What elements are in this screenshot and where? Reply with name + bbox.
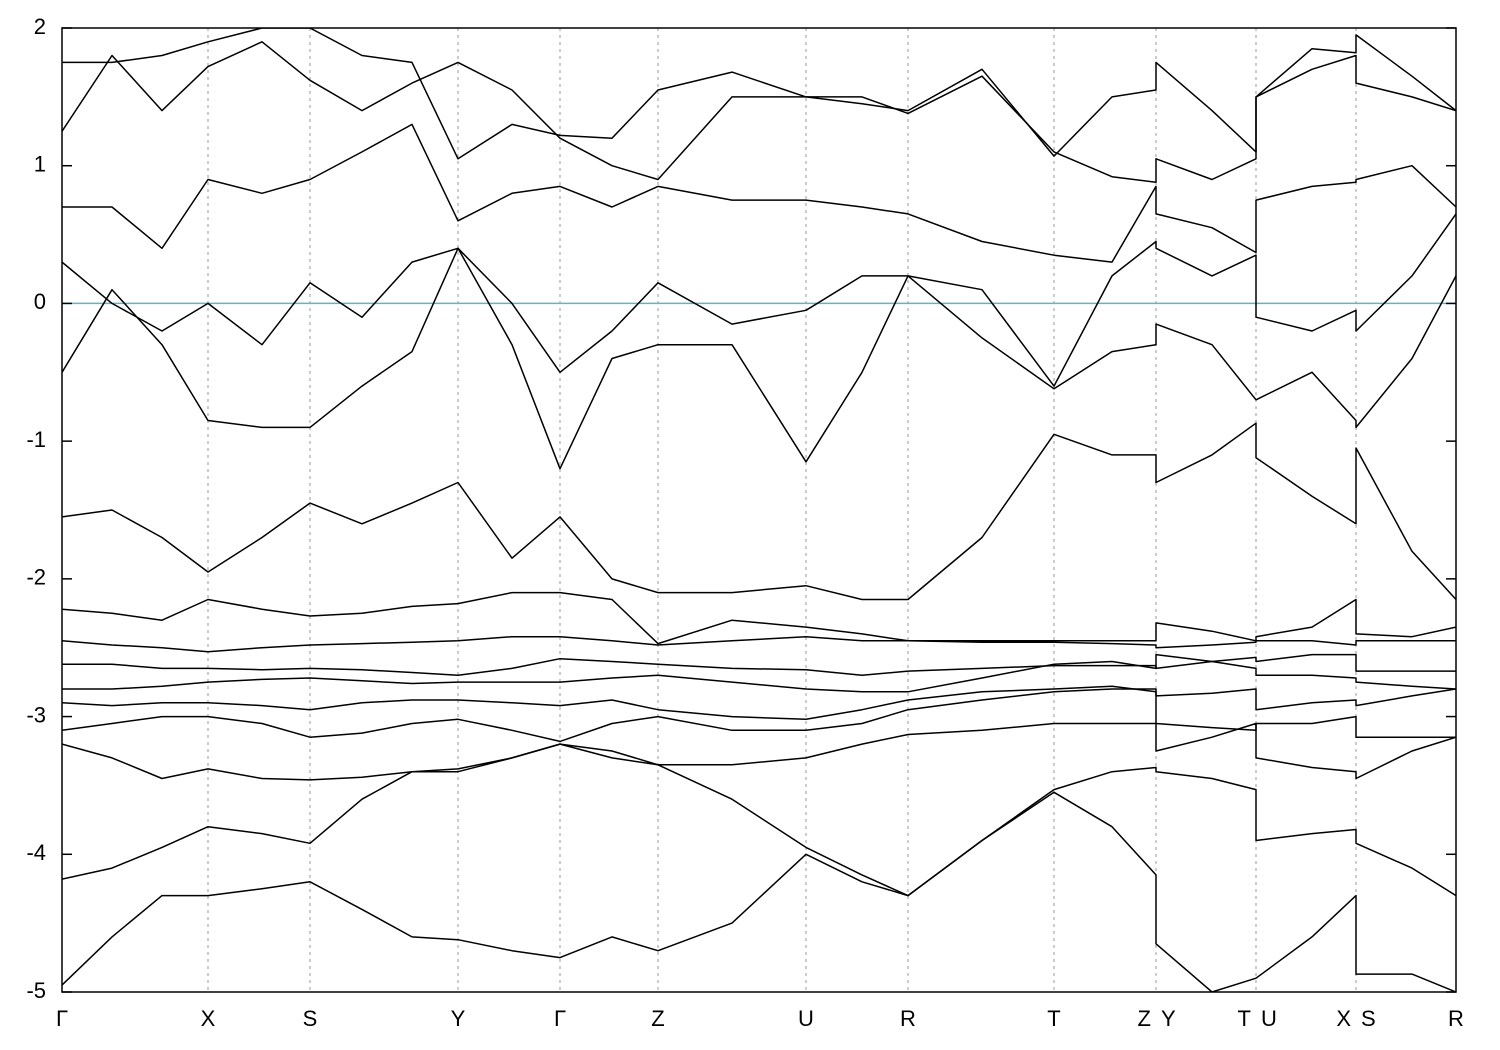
y-tick-label: 0 xyxy=(34,289,46,314)
band-line xyxy=(62,688,1456,743)
band-line xyxy=(62,123,1456,263)
x-tick-label: Γ xyxy=(56,1006,68,1031)
band-line xyxy=(62,653,1456,677)
y-tick-label: -3 xyxy=(26,702,46,727)
y-tick-label: -2 xyxy=(26,565,46,590)
x-tick-label: Y xyxy=(451,1006,466,1031)
band-line xyxy=(62,635,1456,653)
band-line xyxy=(62,685,1456,721)
band-line xyxy=(62,422,1456,601)
x-tick-label: S xyxy=(1361,1006,1376,1031)
band-line xyxy=(62,743,1456,897)
band-line xyxy=(62,28,1456,183)
band-line xyxy=(62,653,1456,693)
band-line xyxy=(62,247,1456,470)
x-tick-label: T xyxy=(1238,1006,1251,1031)
band-line xyxy=(62,213,1456,387)
x-tick-label: Z xyxy=(1138,1006,1151,1031)
grid xyxy=(61,28,1457,992)
x-tick-label: X xyxy=(1336,1006,1351,1031)
x-tick-label: U xyxy=(1261,1006,1277,1031)
x-tick-label: Γ xyxy=(554,1006,566,1031)
x-tick-label: Z xyxy=(651,1006,664,1031)
band-line xyxy=(62,591,1456,645)
band-line xyxy=(62,41,1456,181)
x-tick-label: S xyxy=(303,1006,318,1031)
x-tick-label: U xyxy=(798,1006,814,1031)
band-line xyxy=(62,791,1456,992)
x-tick-label: X xyxy=(201,1006,216,1031)
band-line xyxy=(62,722,1456,781)
y-tick-label: 1 xyxy=(34,152,46,177)
y-tick-label: 2 xyxy=(34,14,46,39)
bands xyxy=(62,28,1456,992)
x-tick-label: R xyxy=(900,1006,916,1031)
y-tick-label: -1 xyxy=(26,427,46,452)
y-tick-label: -4 xyxy=(26,840,46,865)
plot-frame xyxy=(61,27,1457,993)
x-tick-label: R xyxy=(1448,1006,1464,1031)
y-tick-label: -5 xyxy=(26,978,46,1003)
x-tick-label: Y xyxy=(1161,1006,1176,1031)
x-tick-label: T xyxy=(1047,1006,1060,1031)
